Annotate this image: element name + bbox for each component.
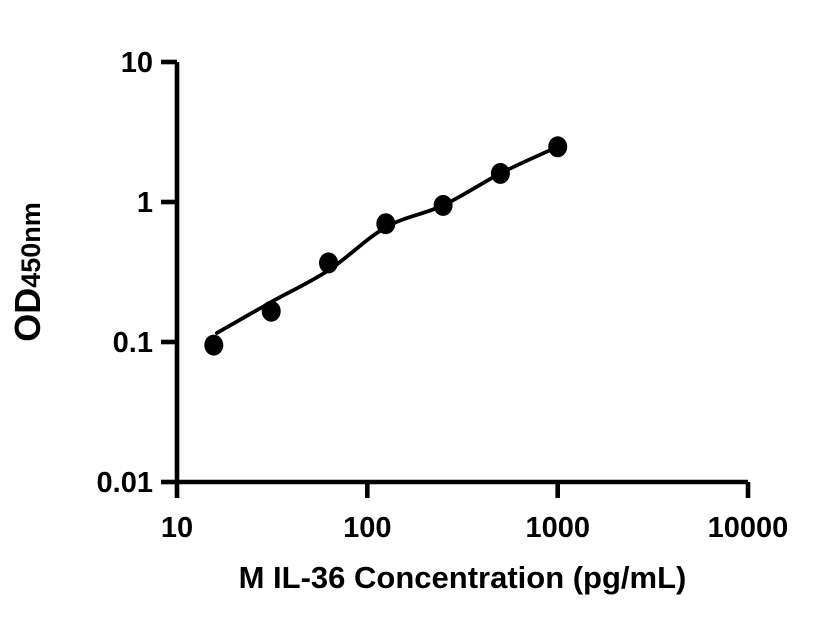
data-point [204,334,224,356]
y-axis-title-sub: 450nm [16,202,46,288]
data-point [319,252,338,274]
axis-ticks [161,59,751,498]
x-axis-title: M IL-36 Concentration (pg/mL) [238,560,687,595]
axis-tick-labels: 0.01 0.1 1 10 10 100 1000 10000 [97,47,789,544]
y-axis-title: OD450nm [7,202,49,342]
x-tick-label: 1000 [525,512,590,544]
y-tick-label: 0.01 [97,467,153,499]
x-tick-label: 10 [161,512,193,544]
y-axis-title-main: OD [7,287,48,342]
data-points [204,136,568,356]
data-point [376,213,396,235]
axis-spine [174,62,748,485]
y-tick-label: 10 [121,47,153,79]
data-point [548,136,568,158]
y-tick-label: 0.1 [113,327,153,359]
data-point [490,162,510,184]
axes [174,62,748,485]
data-point [261,300,281,322]
y-tick-label: 1 [137,187,153,219]
x-tick-label: 100 [343,512,391,544]
x-tick-label: 10000 [708,512,789,544]
data-point [433,194,453,216]
